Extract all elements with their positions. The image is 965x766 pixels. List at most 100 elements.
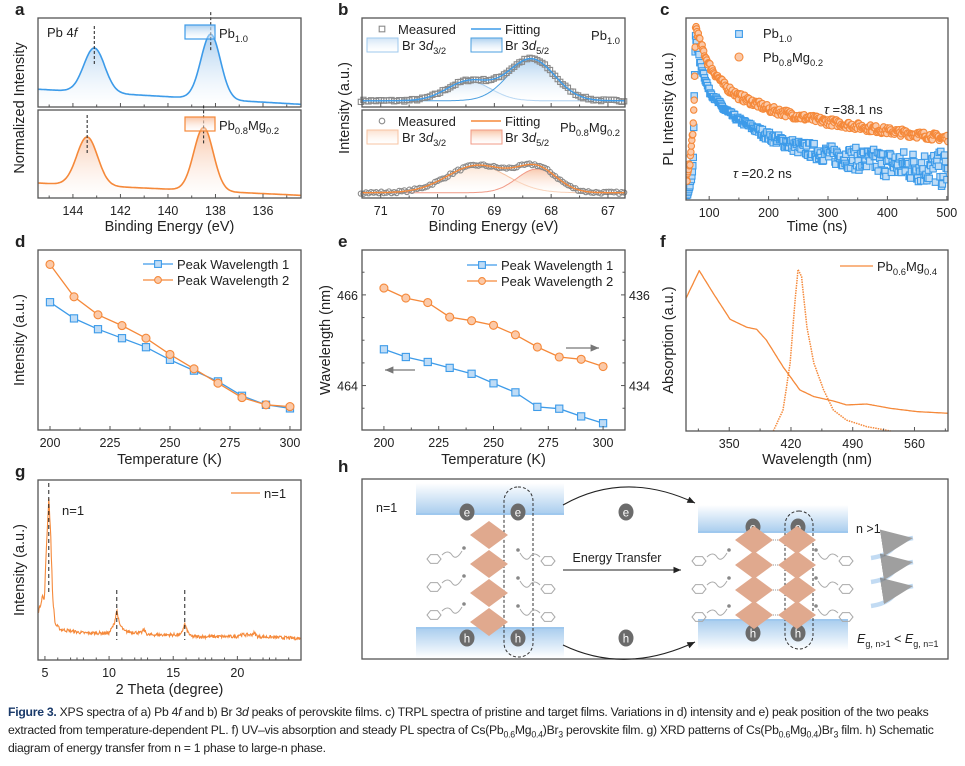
hole-icon-label: h bbox=[795, 629, 801, 641]
panel-label-a: a bbox=[15, 0, 25, 19]
panel-label-e: e bbox=[338, 232, 347, 251]
electron-icon bbox=[510, 503, 526, 521]
ligand-head bbox=[516, 576, 520, 580]
hole-icon bbox=[790, 624, 806, 642]
y-axis-label: Intensity (a.u.) bbox=[12, 524, 28, 616]
data-point bbox=[445, 312, 455, 322]
caption-title: Figure 3. bbox=[8, 705, 57, 719]
panel-label-h: h bbox=[338, 457, 348, 476]
data-point bbox=[93, 325, 103, 334]
ligand-head bbox=[462, 546, 466, 550]
x-tick-label: 200 bbox=[40, 436, 61, 450]
hole-transfer-arrow-icon bbox=[562, 641, 696, 660]
data-point bbox=[117, 321, 127, 331]
x-axis-label: Temperature (K) bbox=[441, 452, 546, 468]
caption-text: 0.6 bbox=[778, 729, 791, 740]
x-tick-label: 560 bbox=[904, 437, 925, 451]
ligand-chain bbox=[817, 552, 839, 560]
measured-point bbox=[439, 175, 446, 182]
dashed-selection-ellipse bbox=[784, 510, 814, 650]
panel-label-b: b bbox=[338, 0, 348, 19]
trpl-data bbox=[686, 22, 948, 200]
caption-text: perovskite film. g) XRD patterns of Cs(P… bbox=[562, 723, 779, 737]
legend-br3d52-label: Br 3d5/2 bbox=[505, 130, 549, 148]
data-point bbox=[577, 412, 586, 421]
ligand-chain bbox=[817, 608, 839, 616]
x-tick-label: 300 bbox=[818, 206, 839, 220]
caption-text: d bbox=[241, 705, 249, 719]
trpl-point bbox=[943, 175, 948, 184]
hole-icon-label: h bbox=[623, 634, 629, 646]
ligand-ring bbox=[838, 584, 854, 594]
y-axis-label: Wavelength (nm) bbox=[318, 285, 334, 395]
ligand-ring bbox=[691, 584, 707, 594]
electron-icon bbox=[459, 503, 475, 521]
y-axis-label: Absorption (a.u.) bbox=[661, 286, 677, 393]
legend-br3d32-swatch bbox=[366, 37, 399, 53]
data-point bbox=[598, 361, 608, 372]
data-point bbox=[69, 314, 79, 323]
legend-marker bbox=[478, 277, 486, 285]
caption-text: Mg bbox=[514, 723, 532, 737]
diagram-frame bbox=[361, 478, 949, 660]
figure-caption: Figure 3. XPS spectra of a) Pb 4f and b)… bbox=[8, 703, 960, 757]
ligand-chain bbox=[441, 578, 463, 586]
data-point bbox=[165, 349, 175, 359]
data-point bbox=[510, 330, 520, 340]
x-axis-label: Time (ns) bbox=[787, 219, 848, 235]
legend-marker bbox=[478, 261, 486, 269]
caption-text: )Br bbox=[542, 723, 559, 737]
y-axis-label: Intensity (a.u.) bbox=[337, 62, 353, 154]
legend-br3d52-label: Br 3d5/2 bbox=[505, 38, 549, 56]
y-tick-label-right: 434 bbox=[629, 380, 650, 394]
y-axis-label: PL Intensity (a.u.) bbox=[661, 52, 677, 165]
core-level-annotation: Pb 4f bbox=[47, 25, 79, 40]
panel-g-xrd: 5 10 15 20 n=1 n=1 2 Theta (degree) Intensity (… bbox=[12, 479, 302, 698]
trpl-point bbox=[938, 180, 947, 188]
electron-icon-label: e bbox=[464, 508, 470, 520]
ligand-ring bbox=[540, 612, 556, 622]
trpl-point bbox=[686, 161, 694, 169]
x-tick-label: 144 bbox=[62, 204, 83, 218]
octahedron-diamond-icon bbox=[778, 551, 816, 579]
ligand-ring bbox=[540, 556, 556, 566]
trpl-point bbox=[810, 139, 818, 148]
ligand-head bbox=[814, 604, 818, 608]
trpl-point bbox=[852, 143, 860, 152]
ligand-head bbox=[516, 604, 520, 608]
legend-measured-marker bbox=[378, 25, 386, 33]
trpl-point bbox=[689, 130, 697, 139]
x-tick-label: 250 bbox=[160, 436, 181, 450]
absorption-curve bbox=[685, 269, 949, 414]
x-tick-label: 275 bbox=[220, 436, 241, 450]
sample-label: Pb1.0 bbox=[591, 28, 620, 46]
ligand-head bbox=[516, 548, 520, 552]
data-point bbox=[189, 364, 199, 374]
data-point bbox=[69, 292, 79, 302]
plot-frame bbox=[361, 109, 626, 199]
dashed-selection-ellipse bbox=[503, 486, 534, 658]
trpl-point bbox=[689, 106, 698, 114]
trpl-point bbox=[940, 151, 948, 159]
x-tick-label: 400 bbox=[877, 206, 898, 220]
ligand-chain bbox=[441, 550, 463, 558]
trpl-point bbox=[917, 159, 926, 167]
x-tick-label: 15 bbox=[166, 666, 180, 680]
light-emission-icon bbox=[870, 577, 914, 609]
legend-label: Peak Wavelength 1 bbox=[501, 258, 613, 273]
spectrum-fill bbox=[38, 34, 301, 107]
x-axis-label: 2 Theta (degree) bbox=[116, 682, 224, 698]
data-point bbox=[598, 419, 608, 428]
ligand-ring bbox=[838, 612, 854, 622]
xrd-pattern-line bbox=[37, 498, 301, 641]
data-point bbox=[117, 334, 127, 343]
data-point bbox=[467, 316, 477, 326]
electron-icon-label: e bbox=[623, 508, 629, 520]
measured-point bbox=[426, 181, 434, 188]
trpl-point bbox=[687, 148, 695, 156]
octahedron-diamond-icon bbox=[735, 551, 773, 579]
caption-text: and b) Br 3 bbox=[181, 705, 242, 719]
legend-br3d52-swatch bbox=[470, 129, 503, 145]
legend-br3d32-label: Br 3d3/2 bbox=[402, 38, 446, 56]
ligand-chain bbox=[519, 552, 541, 560]
